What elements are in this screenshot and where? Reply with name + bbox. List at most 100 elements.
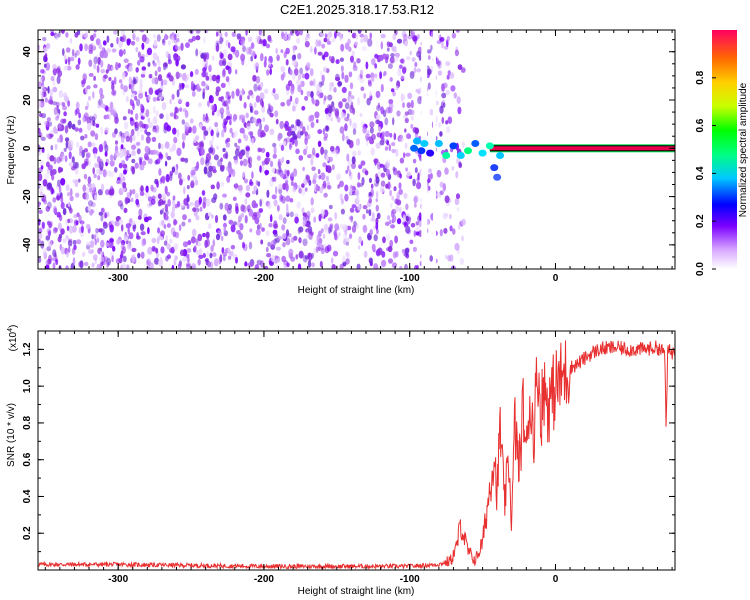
spectrogram-noise-dot — [181, 72, 187, 81]
spectrogram-noise-dot — [98, 211, 104, 216]
spectrogram-noise-dot — [125, 223, 131, 229]
spectrogram-noise-dot — [392, 166, 396, 172]
spectrogram-noise-dot — [224, 31, 228, 37]
spectrogram-noise-dot — [380, 180, 386, 187]
spectrogram-noise-dot — [337, 81, 343, 87]
snr-frame — [37, 330, 676, 571]
spectrogram-noise-dot — [78, 261, 82, 268]
spectrogram-noise-dot — [119, 179, 124, 185]
spectrogram-noise-dot — [81, 80, 85, 88]
spectrogram-noise-dot — [284, 120, 290, 128]
spectrogram-noise-dot — [93, 84, 98, 89]
spectrogram-noise-dot — [235, 256, 238, 264]
spectrogram-noise-dot — [298, 237, 302, 244]
spectrogram-noise-dot — [192, 207, 197, 212]
spectrogram-noise-dot — [55, 258, 59, 265]
spectrogram-noise-dot — [159, 85, 164, 91]
spectrogram-noise-dot — [184, 157, 189, 163]
spectrogram-noise-dot — [294, 213, 299, 218]
spectrogram-noise-dot — [389, 77, 393, 82]
spectrogram-noise-dot — [100, 239, 105, 248]
spectrogram-noise-dot — [324, 125, 330, 132]
spectrogram-noise-dot — [331, 37, 336, 43]
spectrogram-noise-dot — [166, 125, 172, 132]
spectrogram-noise-dot — [56, 105, 59, 111]
spectrogram-noise-dot — [252, 51, 256, 57]
spectrogram-noise-dot — [65, 235, 69, 240]
spectrogram-noise-dot — [245, 146, 250, 152]
spectrogram-noise-dot — [361, 45, 367, 52]
spectrogram-noise-dot — [55, 115, 59, 121]
spectrogram-noise-dot — [249, 228, 253, 233]
spectrogram-noise-dot — [296, 119, 301, 127]
spectrogram-noise-dot — [259, 39, 263, 44]
spectrogram-noise-dot — [412, 158, 417, 164]
spectrogram-noise-dot — [349, 118, 352, 127]
spectrogram-noise-dot — [245, 122, 251, 130]
spectrogram-noise-dot — [371, 212, 375, 220]
spectrogram-noise-dot — [52, 63, 57, 70]
spectrogram-noise-dot — [221, 247, 225, 254]
spectrogram-noise-dot — [380, 172, 386, 178]
spectrogram-noise-dot — [259, 199, 263, 207]
spectrogram-noise-dot — [97, 189, 103, 196]
spectrogram-noise-dot — [235, 88, 240, 97]
spectrogram-noise-dot — [446, 35, 451, 42]
spectrogram-noise-dot — [322, 162, 327, 168]
spectrogram-noise-dot — [69, 207, 73, 214]
spectrogram-noise-dot — [131, 220, 136, 226]
spectrogram-noise-dot — [394, 198, 399, 205]
spectrogram-noise-dot — [61, 102, 66, 107]
spectrogram-noise-dot — [40, 136, 46, 141]
spectrogram-noise-dot — [331, 106, 336, 112]
snr-y-tick-label: 0.4 — [22, 489, 33, 503]
spectrogram-noise-dot — [44, 173, 50, 180]
spectrogram-noise-dot — [101, 183, 105, 192]
spectrogram-noise-dot — [152, 149, 157, 155]
spectrogram-noise-dot — [369, 126, 374, 134]
spectrogram-noise-dot — [323, 223, 329, 231]
spectrogram-noise-dot — [98, 161, 104, 170]
spectrogram-noise-dot — [329, 82, 332, 88]
spectrogram-y-tick-label: 0 — [22, 145, 33, 151]
spectrogram-noise-dot — [83, 148, 89, 153]
spectrogram-noise-dot — [104, 242, 110, 247]
spectrogram-noise-dot — [320, 146, 324, 155]
spectrogram-noise-dot — [401, 30, 407, 38]
spectrogram-noise-dot — [108, 241, 114, 249]
spectrogram-noise-dot — [104, 213, 108, 219]
spectrogram-noise-dot — [352, 122, 356, 130]
snr-background — [38, 331, 675, 570]
spectrogram-noise-dot — [131, 188, 136, 195]
spectrogram-noise-dot — [306, 62, 311, 68]
spectrogram-noise-dot — [186, 194, 190, 203]
spectrogram-noise-dot — [137, 51, 141, 58]
spectrogram-noise-dot — [344, 74, 349, 83]
spectrogram-noise-dot — [344, 229, 348, 236]
spectrogram-noise-dot — [176, 129, 180, 138]
spectrogram-noise-dot — [415, 231, 420, 236]
spectrogram-noise-dot — [334, 234, 338, 240]
spectrogram-noise-dot — [46, 117, 52, 122]
spectrogram-noise-dot — [210, 245, 214, 252]
spectrogram-noise-dot — [182, 241, 189, 248]
spectrogram-noise-dot — [364, 170, 369, 176]
spectrogram-noise-dot — [444, 195, 450, 204]
spectrogram-noise-dot — [260, 147, 266, 153]
spectrogram-noise-dot — [191, 228, 197, 237]
spectrogram-noise-dot — [173, 53, 178, 62]
spectrogram-noise-dot — [244, 215, 248, 224]
spectrogram-noise-dot — [100, 50, 106, 59]
spectrogram-noise-dot — [457, 106, 462, 115]
spectrogram-noise-dot — [77, 30, 81, 36]
spectrogram-noise-dot — [384, 162, 390, 169]
spectrogram-noise-dot — [328, 226, 331, 234]
spectrogram-noise-dot — [449, 225, 453, 232]
spectrogram-noise-dot — [298, 125, 302, 134]
spectrogram-noise-dot — [405, 225, 411, 234]
spectrogram-noise-dot — [201, 125, 207, 131]
spectrogram-noise-dot — [335, 76, 341, 82]
spectrogram-noise-dot — [126, 192, 130, 197]
spectrogram-noise-dot — [323, 37, 328, 43]
spectrogram-noise-dot — [161, 102, 167, 111]
